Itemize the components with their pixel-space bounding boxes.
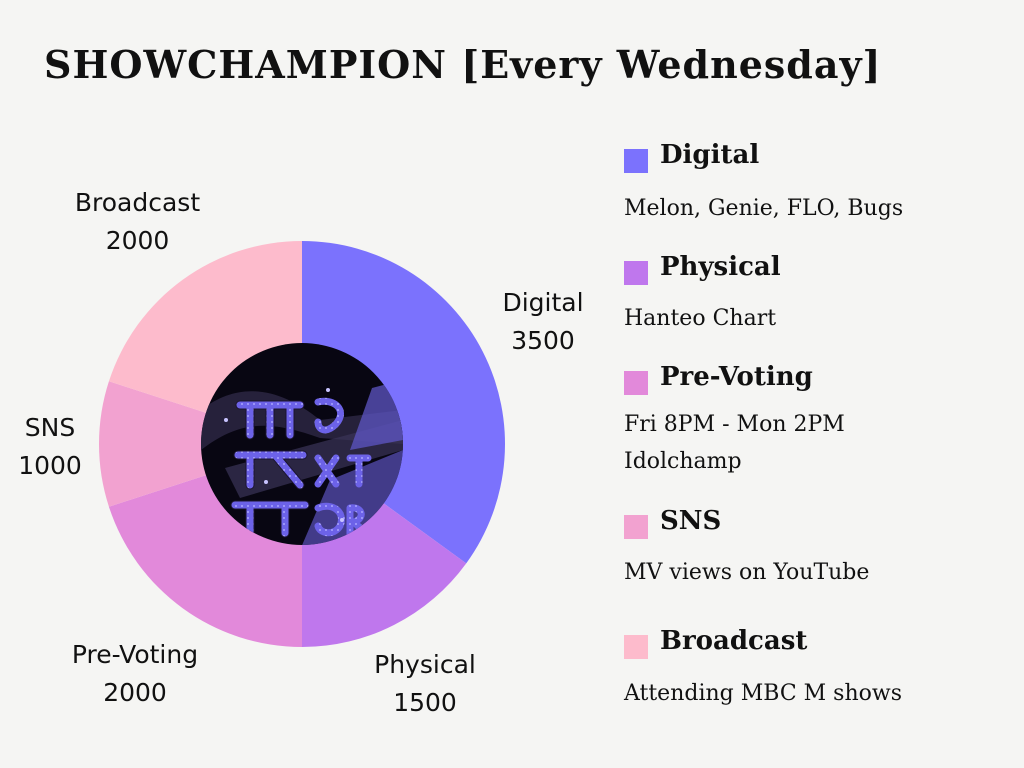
legend-swatch-pre-voting (624, 371, 648, 395)
slice-label-physical-name: Physical (374, 650, 476, 679)
slice-label-sns: SNS 1000 (0, 409, 100, 485)
chart-title: SHOWCHAMPION [Every Wednesday] (44, 42, 882, 87)
legend-desc-line: Fri 8PM - Mon 2PM (624, 412, 845, 437)
legend-swatch-physical (624, 261, 648, 285)
legend-name-pre-voting: Pre-Voting (660, 362, 813, 392)
legend-name-broadcast: Broadcast (660, 626, 808, 656)
legend-desc-sns: MV views on YouTube (624, 554, 869, 591)
slice-label-broadcast: Broadcast 2000 (55, 184, 220, 260)
donut-chart (99, 241, 505, 647)
legend-desc-pre-voting: Fri 8PM - Mon 2PM Idolchamp (624, 406, 845, 480)
slice-label-digital: Digital 3500 (488, 284, 598, 360)
legend-desc-physical: Hanteo Chart (624, 300, 776, 337)
slice-label-sns-value: 1000 (18, 451, 82, 480)
legend-swatch-digital (624, 149, 648, 173)
slice-label-pre-voting: Pre-Voting 2000 (45, 636, 225, 712)
legend-desc-line: Idolchamp (624, 449, 742, 474)
slice-label-broadcast-name: Broadcast (74, 188, 201, 217)
legend-swatch-broadcast (624, 635, 648, 659)
legend-name-digital: Digital (660, 140, 760, 170)
slice-sns (99, 381, 302, 507)
slice-label-physical: Physical 1500 (355, 646, 495, 722)
slice-label-digital-value: 3500 (511, 326, 575, 355)
slice-label-pre-voting-value: 2000 (103, 678, 167, 707)
slice-digital (302, 241, 505, 564)
slice-label-pre-voting-name: Pre-Voting (71, 640, 199, 669)
legend-desc-line: MV views on YouTube (624, 560, 870, 585)
legend-desc-line: Hanteo Chart (624, 306, 777, 331)
slice-label-broadcast-value: 2000 (105, 226, 170, 255)
legend-name-sns: SNS (660, 506, 722, 536)
slice-label-physical-value: 1500 (393, 688, 457, 717)
legend-swatch-sns (624, 515, 648, 539)
slice-label-sns-name: SNS (24, 413, 76, 442)
legend-desc-line: Melon, Genie, FLO, Bugs (624, 196, 904, 221)
legend-name-physical: Physical (660, 252, 781, 282)
legend-desc-broadcast: Attending MBC M shows (624, 675, 902, 712)
legend-desc-line: Attending MBC M shows (624, 681, 903, 706)
slice-label-digital-name: Digital (502, 288, 584, 317)
legend-desc-digital: Melon, Genie, FLO, Bugs (624, 190, 903, 227)
